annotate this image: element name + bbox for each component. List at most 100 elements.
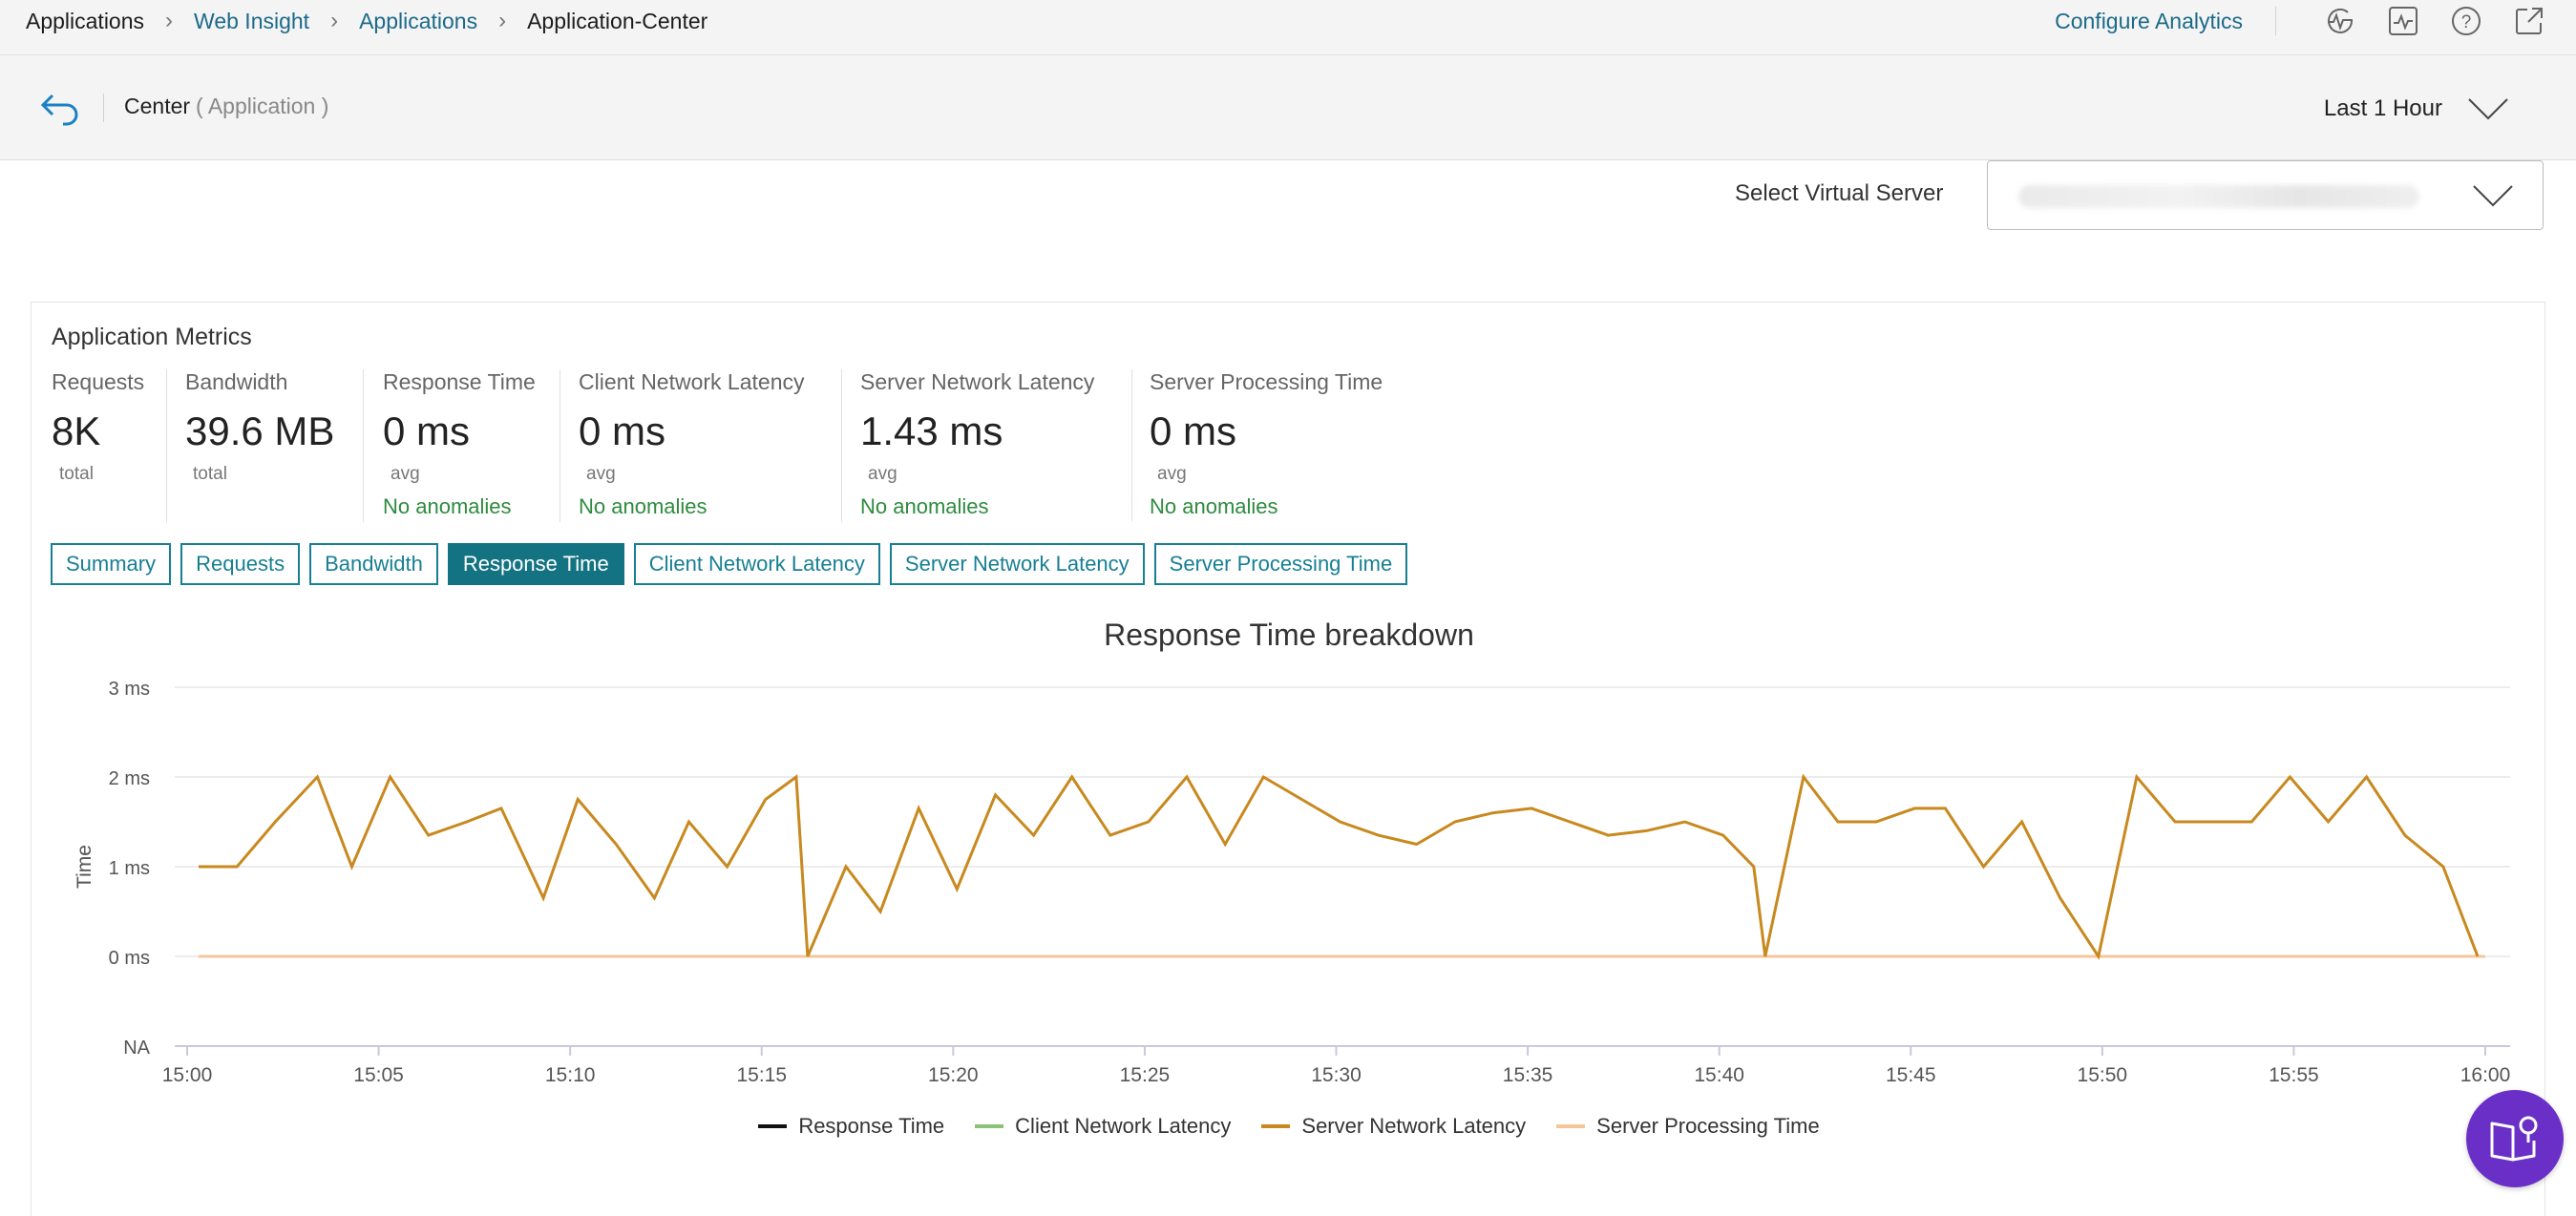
- breadcrumb-applications-root: Applications: [26, 8, 145, 33]
- x-tick-label: 15:25: [1120, 1064, 1171, 1086]
- series-line-server-network-latency: [199, 773, 2480, 960]
- x-tick-label: 15:20: [928, 1064, 979, 1086]
- breadcrumb-separator-icon: ›: [330, 8, 339, 33]
- metric-response-time[interactable]: Response Time 0 ms avg No anomalies: [383, 369, 536, 522]
- tab-client-network-latency[interactable]: Client Network Latency: [633, 543, 880, 585]
- page-title-text: Center: [124, 94, 191, 118]
- chevron-down-icon: [2473, 185, 2513, 207]
- breadcrumb-separator-icon: ›: [165, 8, 174, 33]
- open-external-icon[interactable]: [2511, 3, 2547, 39]
- legend-item[interactable]: Server Processing Time: [1556, 1114, 1820, 1139]
- divider: [1131, 369, 1132, 522]
- divider: [2275, 7, 2276, 35]
- metric-value: 8K: [52, 409, 101, 453]
- tab-response-time[interactable]: Response Time: [447, 543, 624, 585]
- tab-bandwidth[interactable]: Bandwidth: [309, 543, 438, 585]
- configure-analytics-link[interactable]: Configure Analytics: [2055, 8, 2243, 33]
- legend-label: Server Processing Time: [1596, 1114, 1820, 1138]
- tab-requests[interactable]: Requests: [180, 543, 301, 585]
- virtual-server-value-redacted: [2018, 185, 2419, 208]
- metric-label: Bandwidth: [185, 369, 288, 394]
- page-header: Center( Application ) Last 1 Hour: [0, 55, 2576, 160]
- divider: [103, 94, 104, 122]
- metric-client-network-latency[interactable]: Client Network Latency 0 ms avg No anoma…: [579, 369, 805, 522]
- tab-server-network-latency[interactable]: Server Network Latency: [889, 543, 1145, 585]
- legend-item[interactable]: Client Network Latency: [975, 1114, 1231, 1139]
- monitor-icon[interactable]: [2385, 3, 2421, 39]
- metric-value: 0 ms: [1150, 409, 1237, 453]
- page-subtitle: ( Application ): [196, 94, 329, 118]
- divider: [166, 369, 167, 522]
- metric-label: Response Time: [383, 369, 536, 394]
- svg-text:?: ?: [2461, 12, 2472, 32]
- metric-requests[interactable]: Requests 8K total: [52, 369, 144, 522]
- help-icon[interactable]: ?: [2448, 3, 2484, 39]
- chart-legend: Response Time Client Network Latency Serve…: [32, 1114, 2546, 1139]
- metric-unit: avg: [868, 464, 897, 484]
- response-time-chart: NA 0 ms 1 ms 2 ms 3 ms 15:00 15:05 15:10 15:15 15…: [74, 679, 2511, 1086]
- back-arrow-icon[interactable]: [38, 90, 80, 128]
- y-tick-label: 0 ms: [109, 948, 150, 969]
- breadcrumb-current: Application-Center: [527, 8, 708, 33]
- metric-value: 0 ms: [579, 409, 666, 453]
- breadcrumb-applications[interactable]: Applications: [359, 8, 478, 33]
- y-tick-label: NA: [123, 1038, 150, 1059]
- x-tick-label: 15:30: [1311, 1064, 1362, 1086]
- x-tick-label: 15:40: [1694, 1064, 1744, 1086]
- x-tick-label: 15:00: [162, 1064, 213, 1086]
- tab-server-processing-time[interactable]: Server Processing Time: [1153, 543, 1408, 585]
- metric-label: Server Network Latency: [860, 369, 1095, 394]
- metric-unit: avg: [1157, 464, 1187, 484]
- legend-swatch: [1261, 1124, 1291, 1128]
- metric-server-network-latency[interactable]: Server Network Latency 1.43 ms avg No an…: [860, 369, 1094, 522]
- legend-item[interactable]: Response Time: [758, 1114, 944, 1139]
- x-tick-label: 16:00: [2460, 1064, 2511, 1086]
- metric-value: 39.6 MB: [185, 409, 335, 453]
- time-range-dropdown[interactable]: Last 1 Hour: [2324, 90, 2509, 128]
- time-range-value: Last 1 Hour: [2323, 95, 2442, 121]
- chevron-down-icon: [2468, 98, 2508, 120]
- metric-unit: total: [193, 464, 227, 484]
- breadcrumb: Applications › Web Insight › Application…: [26, 0, 707, 42]
- metric-bandwidth[interactable]: Bandwidth 39.6 MB total: [185, 369, 334, 522]
- top-bar: Applications › Web Insight › Application…: [0, 0, 2576, 55]
- legend-label: Client Network Latency: [1015, 1114, 1232, 1138]
- y-tick-label: 2 ms: [109, 768, 150, 789]
- x-tick-label: 15:45: [1886, 1064, 1936, 1086]
- analytics-pulse-icon[interactable]: [2322, 3, 2358, 39]
- tab-summary[interactable]: Summary: [51, 543, 172, 585]
- help-book-icon: [2490, 1116, 2538, 1162]
- page-title: Center( Application ): [124, 94, 328, 119]
- anomaly-status: No anomalies: [579, 494, 707, 518]
- virtual-server-label: Select Virtual Server: [1735, 180, 1944, 206]
- legend-label: Server Network Latency: [1301, 1114, 1527, 1138]
- panel-title: Application Metrics: [52, 324, 252, 350]
- anomaly-status: No anomalies: [383, 494, 512, 518]
- metric-server-processing-time[interactable]: Server Processing Time 0 ms avg No anoma…: [1150, 369, 1383, 522]
- x-tick-label: 15:10: [545, 1064, 596, 1086]
- legend-swatch: [975, 1124, 1004, 1128]
- top-actions: Configure Analytics ?: [2055, 0, 2547, 42]
- legend-item[interactable]: Server Network Latency: [1261, 1114, 1526, 1139]
- x-tick-label: 15:35: [1503, 1064, 1553, 1086]
- x-tick-label: 15:55: [2269, 1064, 2319, 1086]
- virtual-server-dropdown[interactable]: [1987, 160, 2544, 230]
- metric-label: Server Processing Time: [1150, 369, 1383, 394]
- y-tick-label: 1 ms: [109, 858, 150, 879]
- application-metrics-panel: Application Metrics Requests 8K total Ba…: [31, 302, 2545, 1216]
- metric-label: Client Network Latency: [579, 369, 805, 394]
- anomaly-status: No anomalies: [1150, 494, 1278, 518]
- metric-unit: total: [59, 464, 94, 484]
- metric-unit: avg: [391, 464, 420, 484]
- divider: [841, 369, 842, 522]
- legend-swatch: [1556, 1124, 1586, 1128]
- legend-swatch: [758, 1124, 788, 1128]
- breadcrumb-web-insight[interactable]: Web Insight: [194, 8, 310, 33]
- help-fab-button[interactable]: [2466, 1090, 2564, 1187]
- legend-label: Response Time: [798, 1114, 945, 1138]
- breadcrumb-separator-icon: ›: [498, 8, 507, 33]
- x-tick-label: 15:15: [736, 1064, 787, 1086]
- anomaly-status: No anomalies: [860, 494, 989, 518]
- x-tick-label: 15:50: [2078, 1064, 2128, 1086]
- metric-unit: avg: [586, 464, 616, 484]
